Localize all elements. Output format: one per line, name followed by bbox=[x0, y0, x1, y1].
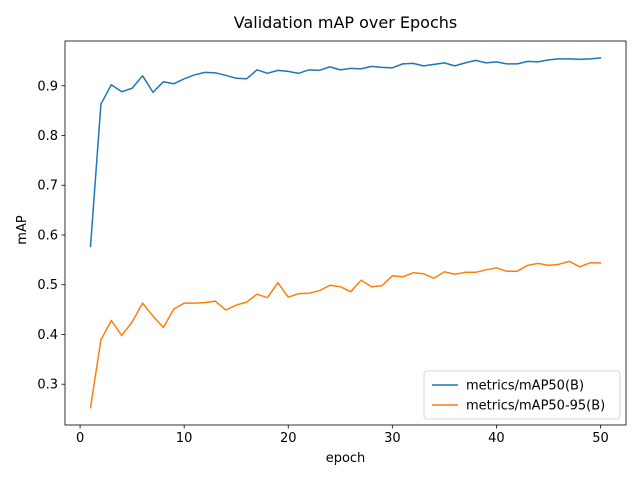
series-line-0 bbox=[89, 57, 602, 248]
y-tick-label: 0.6 bbox=[37, 228, 58, 243]
y-tick-label: 0.3 bbox=[37, 378, 58, 393]
legend-box bbox=[423, 370, 621, 420]
axes-frame bbox=[64, 40, 627, 426]
y-tick-label: 0.7 bbox=[37, 179, 58, 194]
y-tick-label: 0.5 bbox=[37, 278, 58, 293]
x-tick-label: 40 bbox=[488, 431, 505, 446]
x-tick-label: 50 bbox=[592, 431, 609, 446]
x-tick-label: 20 bbox=[280, 431, 297, 446]
y-tick-label: 0.9 bbox=[37, 79, 58, 94]
legend-label-0: metrics/mAP50(B) bbox=[466, 379, 584, 394]
x-tick-label: 0 bbox=[76, 431, 84, 446]
legend-label-1: metrics/mAP50-95(B) bbox=[466, 399, 605, 414]
y-tick-label: 0.4 bbox=[37, 328, 58, 343]
y-axis-label: mAP bbox=[15, 215, 30, 245]
plot-area: 0 10 20 30 40 50 0.3 0.4 0.5 0.6 0.7 0.8 0.9 bbox=[37, 40, 627, 446]
series-line-1 bbox=[89, 260, 602, 409]
y-tick-label: 0.8 bbox=[37, 129, 58, 144]
x-tick-label: 10 bbox=[176, 431, 193, 446]
chart-title: Validation mAP over Epochs bbox=[234, 13, 457, 32]
legend: metrics/mAP50(B) metrics/mAP50-95(B) bbox=[423, 370, 621, 420]
x-tick-label: 30 bbox=[384, 431, 401, 446]
x-axis-label: epoch bbox=[326, 451, 366, 466]
